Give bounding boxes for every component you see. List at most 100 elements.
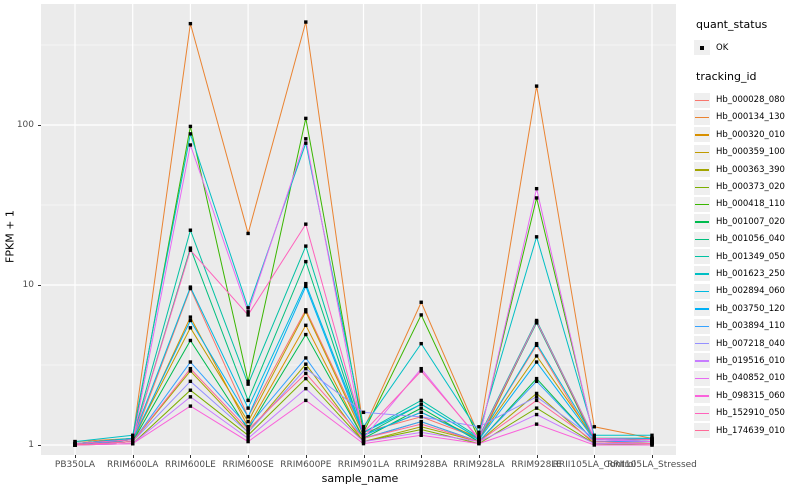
- data-point: [534, 360, 539, 364]
- x-tick-label: RRIM928BA: [394, 460, 448, 470]
- point-key-icon: [694, 40, 710, 56]
- data-point: [419, 415, 423, 419]
- data-point: [361, 430, 366, 435]
- data-point: [534, 319, 539, 324]
- data-point: [246, 415, 250, 419]
- legend-item-Hb_000418_110: Hb_000418_110: [694, 196, 798, 213]
- data-point: [304, 141, 308, 145]
- data-point: [534, 379, 539, 384]
- data-point: [304, 362, 308, 366]
- line-key-icon: [694, 249, 710, 265]
- data-point: [304, 398, 308, 403]
- y-tick-mark: [38, 285, 41, 286]
- data-point: [188, 315, 193, 319]
- legend-tracking-id-items: Hb_000028_080 Hb_000134_130 Hb_000320_010 H…: [694, 91, 798, 439]
- data-point: [246, 382, 250, 386]
- data-point: [304, 376, 308, 381]
- data-point: [361, 433, 366, 437]
- x-tick-label: RRIM600SE: [222, 460, 274, 470]
- data-point: [246, 427, 250, 432]
- x-tick-label: RRII105LA_Stressed: [607, 460, 697, 470]
- data-point: [592, 425, 596, 429]
- data-point: [304, 323, 308, 327]
- data-point: [188, 366, 193, 371]
- data-point: [477, 441, 481, 446]
- legend-item-ok: OK: [694, 39, 798, 56]
- data-point: [419, 406, 423, 410]
- legend-item-label: OK: [716, 42, 729, 53]
- data-point: [650, 433, 654, 437]
- line-key-icon: [694, 405, 710, 421]
- data-point: [477, 430, 481, 435]
- legend-item-Hb_000363_390: Hb_000363_390: [694, 161, 798, 178]
- line-key-icon: [694, 266, 710, 282]
- data-point: [477, 425, 481, 429]
- legend-item-label: Hb_000373_020: [716, 182, 785, 193]
- data-point: [246, 439, 250, 444]
- data-point: [534, 391, 539, 396]
- legend-item-label: Hb_152910_050: [716, 408, 785, 419]
- data-point: [534, 422, 539, 426]
- legend-item-label: Hb_007218_040: [716, 338, 785, 349]
- legend-tracking-id: tracking_id Hb_000028_080 Hb_000134_130 Hb…: [694, 70, 798, 439]
- data-point: [534, 398, 539, 403]
- legend-item-Hb_003894_110: Hb_003894_110: [694, 317, 798, 334]
- data-point: [534, 406, 539, 410]
- line-key-icon: [694, 301, 710, 317]
- data-point: [188, 388, 193, 392]
- data-point: [534, 395, 539, 399]
- data-point: [419, 433, 423, 437]
- legend-quant-status: quant_status OK: [694, 18, 798, 56]
- data-point: [419, 402, 423, 406]
- data-point: [419, 410, 423, 415]
- x-tick-label: RRIM928LE: [511, 460, 562, 470]
- legend-item-label: Hb_003750_120: [716, 303, 785, 314]
- legend-item-Hb_002894_060: Hb_002894_060: [694, 283, 798, 300]
- data-point: [188, 285, 193, 289]
- legend-item-label: Hb_001007_020: [716, 216, 785, 227]
- legend-item-label: Hb_000418_110: [716, 199, 785, 210]
- line-key-icon: [694, 109, 710, 125]
- data-point: [246, 433, 250, 437]
- x-tick-label: RRIM928LA: [453, 460, 505, 470]
- legend-item-Hb_152910_050: Hb_152910_050: [694, 404, 798, 421]
- data-point: [188, 369, 193, 373]
- x-tick-label: RRII105LA_Control: [552, 460, 636, 470]
- data-point: [650, 439, 654, 444]
- data-point: [188, 379, 193, 384]
- data-point: [477, 439, 481, 444]
- data-point: [419, 422, 423, 426]
- line-key-icon: [694, 144, 710, 160]
- y-tick-label: 1: [28, 440, 34, 450]
- data-point: [246, 313, 250, 317]
- data-point: [534, 412, 539, 417]
- data-point: [304, 308, 308, 312]
- data-point: [304, 222, 308, 226]
- data-point: [131, 437, 135, 442]
- data-point: [131, 433, 135, 437]
- x-tick-label: PB350LA: [54, 460, 96, 470]
- y-tick-mark: [38, 125, 41, 126]
- line-key-icon: [694, 353, 710, 369]
- data-point: [188, 338, 193, 343]
- line-key-icon: [694, 196, 710, 212]
- data-point: [188, 21, 193, 26]
- line-key-icon: [694, 336, 710, 352]
- x-tick-mark: [363, 455, 365, 458]
- data-point: [650, 437, 654, 442]
- legend-item-Hb_000028_080: Hb_000028_080: [694, 91, 798, 108]
- data-point: [188, 404, 193, 408]
- data-point: [419, 313, 423, 317]
- data-point: [304, 386, 308, 391]
- line-key-icon: [694, 370, 710, 386]
- legend-item-Hb_000359_100: Hb_000359_100: [694, 144, 798, 161]
- data-point: [246, 436, 250, 441]
- legend-item-label: Hb_000320_010: [716, 129, 785, 140]
- data-point: [477, 433, 481, 437]
- data-point: [188, 395, 193, 399]
- data-point: [188, 124, 193, 129]
- y-tick-label: 100: [16, 120, 34, 130]
- data-point: [304, 284, 308, 289]
- legend-item-Hb_000134_130: Hb_000134_130: [694, 109, 798, 126]
